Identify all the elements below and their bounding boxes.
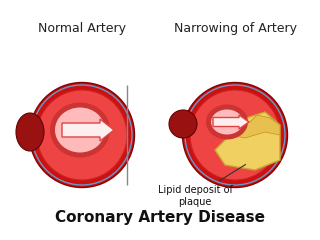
FancyArrow shape xyxy=(213,115,249,129)
Polygon shape xyxy=(230,115,280,138)
Ellipse shape xyxy=(211,109,243,134)
Ellipse shape xyxy=(55,108,105,152)
Ellipse shape xyxy=(190,90,280,180)
Text: Normal Artery: Normal Artery xyxy=(38,22,126,35)
Ellipse shape xyxy=(29,83,134,187)
Ellipse shape xyxy=(169,110,197,138)
Ellipse shape xyxy=(50,102,110,157)
Ellipse shape xyxy=(16,113,44,151)
Text: Lipid deposit of
plaque: Lipid deposit of plaque xyxy=(157,164,246,207)
Ellipse shape xyxy=(182,83,287,187)
Ellipse shape xyxy=(206,104,248,139)
Text: Coronary Artery Disease: Coronary Artery Disease xyxy=(55,210,265,225)
FancyArrow shape xyxy=(62,119,114,141)
Polygon shape xyxy=(215,112,280,170)
Ellipse shape xyxy=(37,90,127,180)
Text: Narrowing of Artery: Narrowing of Artery xyxy=(173,22,297,35)
